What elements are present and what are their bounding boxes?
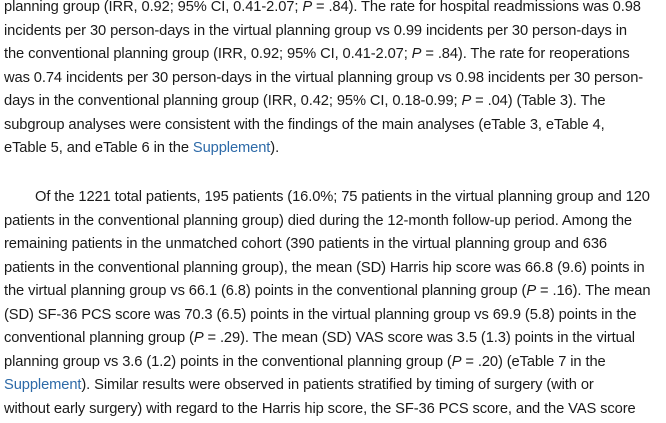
results-paragraph-1: planning group (IRR, 0.92; 95% CI, 0.41-… bbox=[0, 0, 666, 161]
text-line: Of the 1221 total patients, 195 patients… bbox=[35, 189, 650, 205]
text-line: was 0.74 incidents per 30 person-days in… bbox=[4, 69, 644, 86]
text-line: the virtual planning group vs 66.1 (6.8)… bbox=[4, 283, 651, 299]
text-line: patients in the conventional planning gr… bbox=[4, 212, 633, 229]
text-line: eTable 5, and eTable 6 in the Supplement… bbox=[4, 140, 280, 156]
text-line: conventional planning group (P = .29). T… bbox=[4, 330, 635, 346]
p-value-symbol: P bbox=[302, 0, 313, 15]
text-line: remaining patients in the unmatched coho… bbox=[4, 236, 607, 252]
text-line: incidents per 30 person-days in the virt… bbox=[4, 22, 627, 39]
p-value-symbol: P bbox=[193, 330, 204, 346]
text-line: days in the conventional planning group … bbox=[4, 93, 606, 109]
text-line: (SD) SF-36 PCS score was 70.3 (6.5) poin… bbox=[4, 306, 637, 323]
text-line: planning group vs 3.6 (1.2) points in th… bbox=[4, 353, 606, 370]
text-line: subgroup analyses were consistent with t… bbox=[4, 116, 605, 133]
text-line: Supplement). Similar results were observ… bbox=[4, 377, 594, 393]
results-paragraph-2: Of the 1221 total patients, 195 patients… bbox=[0, 186, 666, 421]
p-value-symbol: P bbox=[411, 46, 422, 62]
supplement-link[interactable]: Supplement bbox=[192, 140, 271, 156]
p-value-symbol: P bbox=[526, 283, 537, 299]
text-line: patients in the conventional planning gr… bbox=[4, 259, 645, 276]
p-value-symbol: P bbox=[451, 353, 462, 370]
text-line: without early surgery) with regard to th… bbox=[4, 400, 636, 417]
p-value-symbol: P bbox=[461, 93, 472, 109]
supplement-link[interactable]: Supplement bbox=[4, 377, 82, 393]
text-line: the conventional planning group (IRR, 0.… bbox=[4, 46, 630, 62]
text-line: planning group (IRR, 0.92; 95% CI, 0.41-… bbox=[4, 0, 641, 15]
